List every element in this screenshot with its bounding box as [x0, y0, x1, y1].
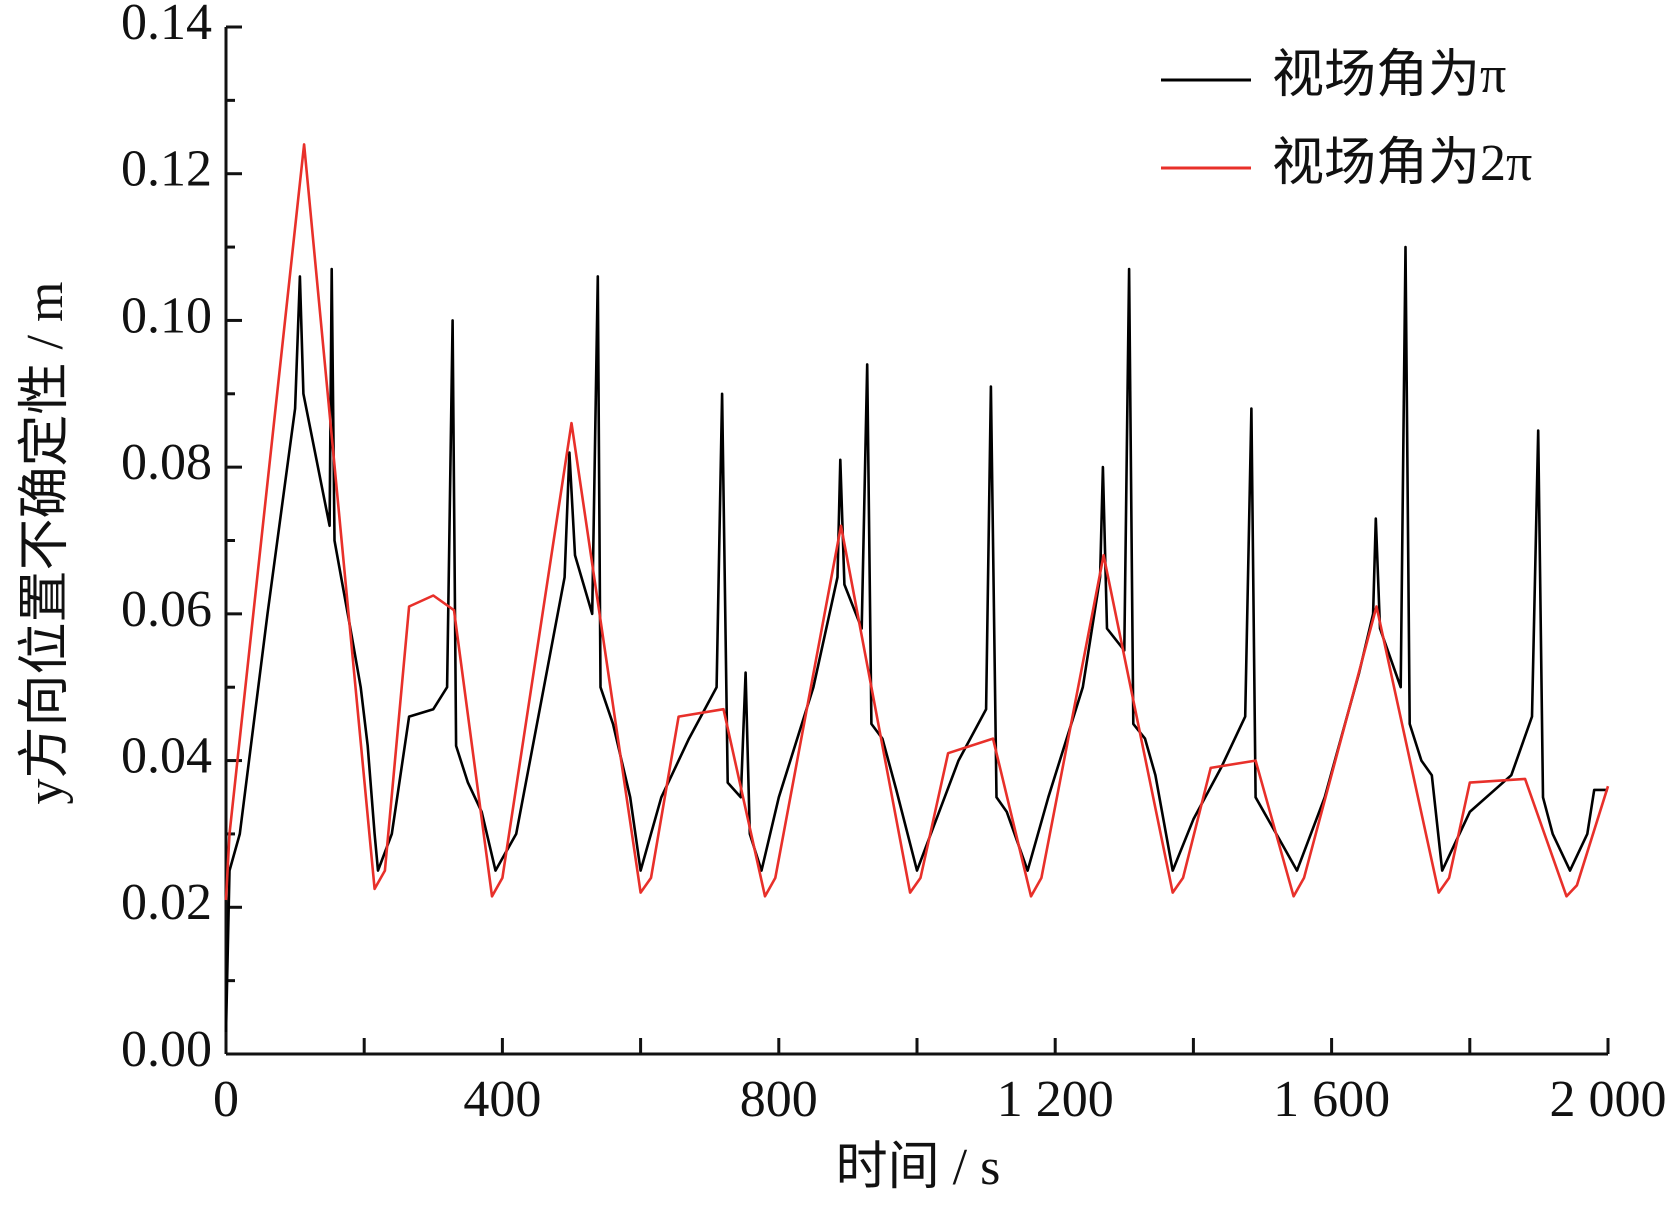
series-line	[224, 143, 1610, 901]
y-axis-label: y方向位置不确定性 / m	[17, 282, 74, 805]
x-tick-label: 400	[463, 1071, 541, 1128]
x-tick-label: 1 200	[997, 1071, 1114, 1128]
y-tick-label: 0.06	[121, 581, 212, 638]
x-tick-label: 1 600	[1273, 1071, 1390, 1128]
x-tick-label: 0	[213, 1071, 239, 1128]
x-tick-label: 2 000	[1550, 1071, 1667, 1128]
y-tick-label: 0.08	[121, 434, 212, 491]
y-tick-label: 0.10	[121, 287, 212, 344]
y-tick-label: 0.12	[121, 141, 212, 198]
y-tick-label: 0.14	[121, 0, 212, 51]
legend-label: 视场角为π	[1272, 47, 1506, 104]
legend-label: 视场角为2π	[1272, 135, 1532, 192]
x-tick-label: 800	[740, 1071, 818, 1128]
y-tick-label: 0.04	[121, 728, 212, 785]
x-axis-label: 时间 / s	[836, 1139, 1001, 1196]
series-line	[224, 245, 1608, 1033]
y-tick-label: 0.02	[121, 874, 212, 931]
y-tick-label: 0.00	[121, 1021, 212, 1078]
